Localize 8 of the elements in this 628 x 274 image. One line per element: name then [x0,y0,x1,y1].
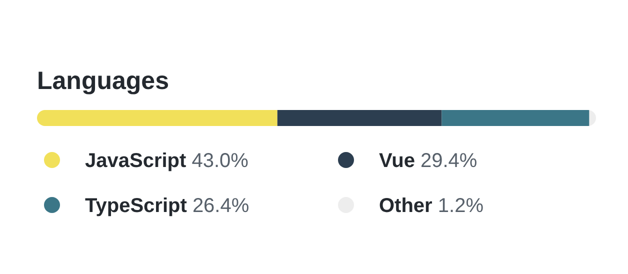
bar [37,110,278,126]
bar [442,110,590,126]
legend-label: Vue 29.4% [379,150,478,172]
legend-label: TypeScript 26.4% [85,195,250,217]
chart-title: Languages [37,67,169,95]
legend-label: Other 1.2% [379,195,484,217]
legend-label: JavaScript 43.0% [85,150,249,172]
bar [277,110,442,126]
